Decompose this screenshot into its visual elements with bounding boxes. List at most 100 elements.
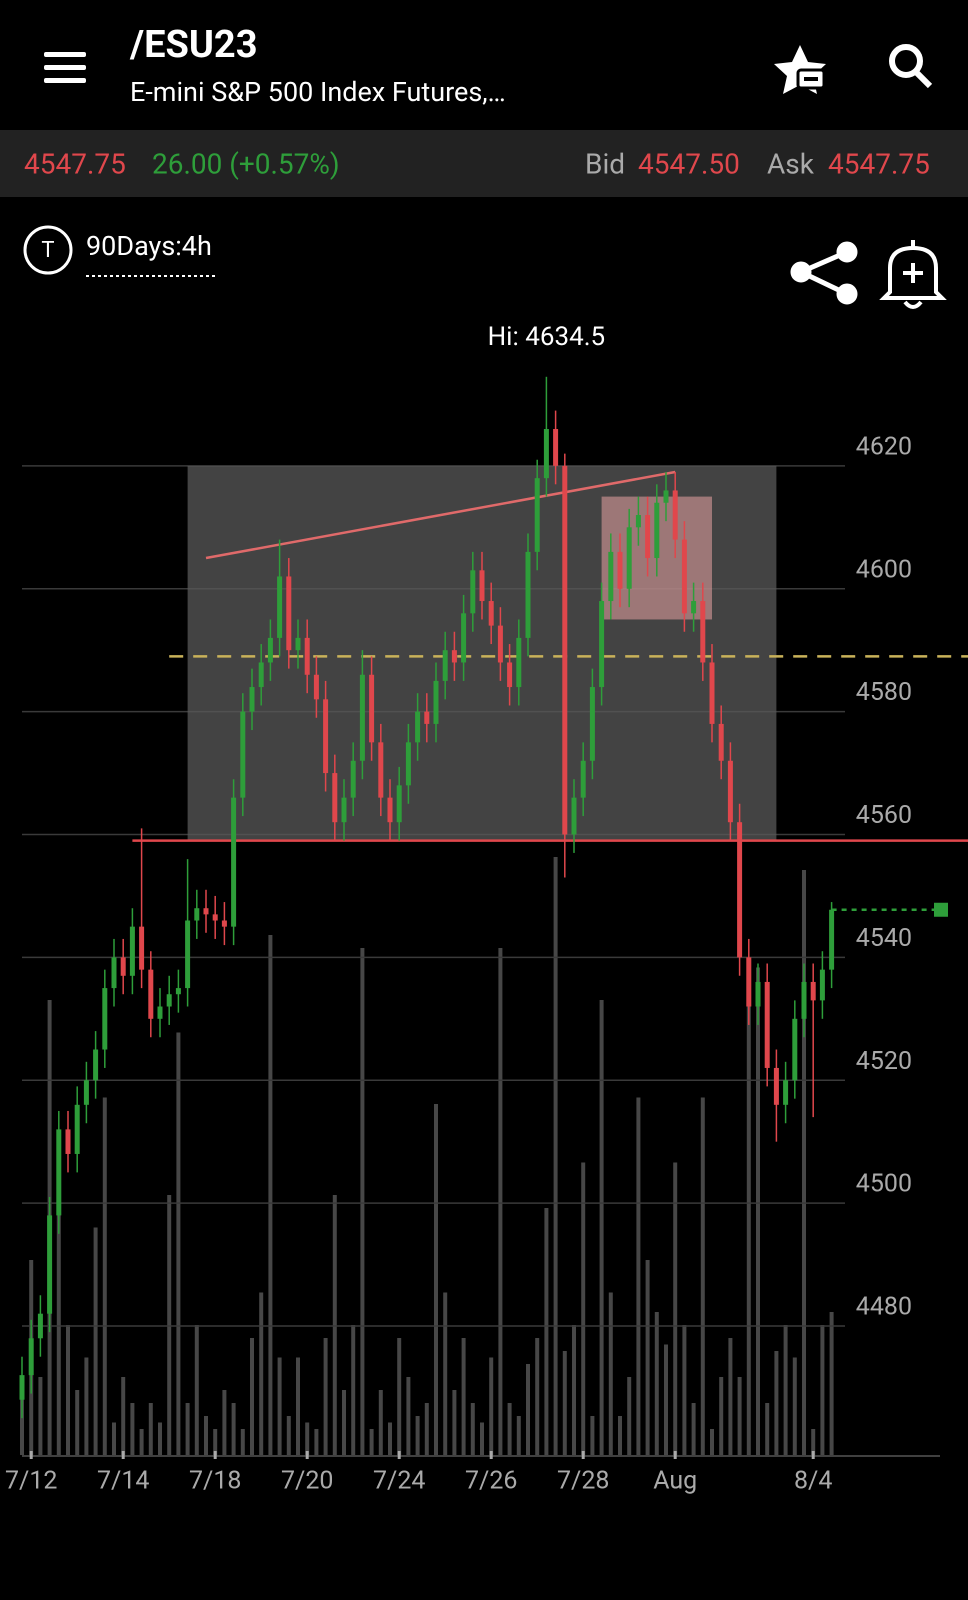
volume-bar xyxy=(38,1377,43,1455)
volume-bar xyxy=(360,948,365,1455)
watchlist-button[interactable] xyxy=(774,45,826,94)
volume-bar xyxy=(406,1377,411,1455)
volume-bar xyxy=(590,1416,595,1455)
volume-bar xyxy=(369,1429,374,1455)
candle-body xyxy=(157,1006,163,1019)
x-tick-label: 7/20 xyxy=(281,1467,333,1496)
candle-body xyxy=(19,1375,25,1400)
candle-body xyxy=(543,429,549,479)
high-annotation: Hi: 4634.5 xyxy=(488,322,606,352)
candle-body xyxy=(194,908,200,921)
bid-price: 4547.50 xyxy=(638,147,740,180)
quote-bar xyxy=(0,130,968,197)
candle-body xyxy=(56,1129,62,1216)
alert-button[interactable] xyxy=(879,240,947,309)
volume-bar xyxy=(130,1403,135,1455)
net-change: 26.00 (+0.57%) xyxy=(152,147,340,180)
candle-body xyxy=(617,551,623,589)
candle-body xyxy=(313,674,319,700)
candle-body xyxy=(83,1080,89,1105)
volume-bar xyxy=(820,1325,825,1455)
candle-body xyxy=(488,601,494,626)
volume-bar xyxy=(397,1338,402,1455)
candle-body xyxy=(415,711,421,743)
candle-body xyxy=(764,981,770,1068)
volume-bar xyxy=(737,1377,742,1455)
candle-body xyxy=(819,969,825,1001)
x-tick-label: 8/4 xyxy=(794,1467,832,1496)
candle-body xyxy=(635,515,641,528)
volume-bar xyxy=(535,1338,540,1455)
candle-body xyxy=(755,981,761,1007)
y-tick-label: 4540 xyxy=(856,924,912,953)
timeframe[interactable]: 90Days:4h xyxy=(86,230,212,262)
candle-body xyxy=(350,760,356,798)
volume-bar xyxy=(75,1390,80,1455)
candle-body xyxy=(378,742,384,798)
candle-body xyxy=(359,674,365,761)
volume-bar xyxy=(158,1422,162,1455)
chart-type-button[interactable]: T xyxy=(23,225,73,275)
candle-body xyxy=(221,920,227,927)
x-tick-label: 7/28 xyxy=(557,1467,609,1496)
candle-body xyxy=(718,723,724,761)
trendline xyxy=(205,470,676,560)
candle-body xyxy=(65,1129,71,1154)
volume-bar xyxy=(608,1292,613,1455)
volume-bar xyxy=(645,1260,650,1455)
volume-bar xyxy=(728,1338,733,1455)
share-button[interactable] xyxy=(790,241,858,305)
candle-body xyxy=(203,908,209,915)
x-tick-label: 7/24 xyxy=(373,1467,425,1496)
x-tick-label: Aug xyxy=(653,1467,697,1496)
volume-bar xyxy=(139,1429,144,1455)
volume-bar xyxy=(296,1357,300,1455)
candle-body xyxy=(424,711,430,724)
volume-bar xyxy=(746,1000,751,1455)
volume-bar xyxy=(654,1312,659,1455)
menu-button[interactable] xyxy=(44,52,86,83)
candle-body xyxy=(442,650,448,681)
volume-bar xyxy=(222,1390,227,1455)
volume-bar xyxy=(636,1097,641,1455)
candle-body xyxy=(773,1067,779,1105)
x-tick-label: 7/14 xyxy=(97,1467,149,1496)
volume-bar xyxy=(553,857,558,1455)
volume-bar xyxy=(112,1422,116,1455)
candle-body xyxy=(626,527,632,589)
volume-bar xyxy=(240,1429,245,1455)
candle-body xyxy=(709,662,715,724)
candle-body xyxy=(516,637,522,688)
volume-bar xyxy=(332,1195,337,1455)
candle-body xyxy=(700,601,706,663)
candle-body xyxy=(74,1104,80,1154)
volume-bar xyxy=(342,1390,346,1455)
last-price: 4547.75 xyxy=(24,147,126,180)
search-button[interactable] xyxy=(889,44,933,89)
candle-body xyxy=(47,1215,53,1314)
candle-body xyxy=(304,637,310,675)
candle-body xyxy=(166,994,172,1007)
y-tick-label: 4480 xyxy=(856,1293,912,1322)
volume-bar xyxy=(434,1104,438,1455)
volume-bar xyxy=(314,1429,319,1455)
volume-bar xyxy=(176,1032,181,1455)
candle-body xyxy=(396,785,402,823)
candle-body xyxy=(470,570,476,614)
candle-body xyxy=(148,969,154,1019)
volume-bar xyxy=(204,1416,208,1455)
volume-bar xyxy=(148,1403,153,1455)
candle-body xyxy=(654,502,660,559)
chart: 4480 4500 4520 4540 4560 4580 4600 4620 Hi: 4634… xyxy=(5,322,968,1496)
candle-body xyxy=(746,957,752,1007)
candle-body xyxy=(562,465,568,835)
x-tick-label: 7/26 xyxy=(465,1467,517,1496)
candle-body xyxy=(295,637,301,651)
y-tick-label: 4560 xyxy=(856,801,912,830)
volume-bar xyxy=(480,1422,484,1455)
volume-bar xyxy=(581,1162,586,1455)
candle-body xyxy=(93,1049,99,1081)
candle-body xyxy=(111,957,117,989)
